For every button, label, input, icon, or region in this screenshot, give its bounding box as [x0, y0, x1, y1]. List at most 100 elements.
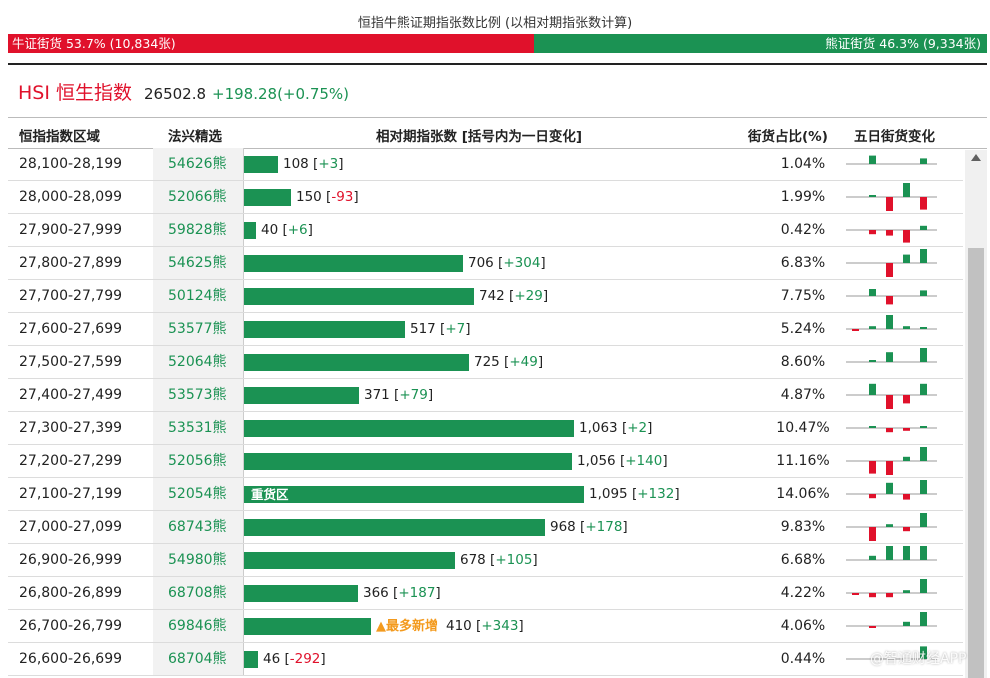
table-row[interactable]: 28,100-28,199 54626熊 108 [+3] 1.04% — [8, 148, 963, 181]
sparkline-bar — [920, 249, 927, 263]
code-cell[interactable]: 68708熊 — [153, 577, 243, 609]
sparkline-bar — [869, 555, 876, 560]
code-cell[interactable]: 68704熊 — [153, 643, 243, 675]
warrant-code-link[interactable]: 52064熊 — [168, 354, 227, 370]
sparkline-bar — [869, 426, 876, 428]
warrant-code-link[interactable]: 69846熊 — [168, 618, 227, 634]
warrant-code-link[interactable]: 53573熊 — [168, 387, 227, 403]
range-cell: 28,100-28,199 — [19, 156, 123, 172]
code-cell[interactable]: 52064熊 — [153, 346, 243, 378]
contracts-cell: 1,063 [+2] — [243, 412, 743, 444]
table-row[interactable]: 27,700-27,799 50124熊 742 [+29] 7.75% — [8, 280, 963, 313]
warrant-code-link[interactable]: 53531熊 — [168, 420, 227, 436]
table-row[interactable]: 26,800-26,899 68708熊 366 [+187] 4.22% — [8, 577, 963, 610]
five-day-sparkline — [844, 280, 939, 312]
code-cell[interactable]: 53573熊 — [153, 379, 243, 411]
contracts-cell: 150 [-93] — [243, 181, 743, 213]
contracts-bar — [244, 651, 258, 668]
scroll-thumb[interactable] — [968, 248, 984, 678]
sparkline-bar — [869, 195, 876, 197]
sparkline-bar — [886, 315, 893, 329]
code-cell[interactable]: 52054熊 — [153, 478, 243, 510]
section-divider — [8, 63, 987, 65]
sparkline-bar — [920, 158, 927, 164]
contracts-value: 1,056 [+140] — [577, 453, 668, 469]
warrant-code-link[interactable]: 54980熊 — [168, 552, 227, 568]
header-contracts: 相对期指张数 [括号内为一日变化] — [376, 129, 583, 145]
code-cell[interactable]: 52056熊 — [153, 445, 243, 477]
sparkline-bar — [903, 621, 910, 626]
contracts-bar — [244, 552, 455, 569]
warrant-code-link[interactable]: 68708熊 — [168, 585, 227, 601]
table-row[interactable]: 28,000-28,099 52066熊 150 [-93] 1.99% — [8, 181, 963, 214]
daily-change: +140 — [625, 453, 663, 469]
sparkline-bar — [886, 296, 893, 305]
contracts-bar — [244, 321, 405, 338]
vertical-scrollbar[interactable] — [965, 150, 987, 678]
sparkline-bar — [920, 197, 927, 210]
warrant-code-link[interactable]: 52066熊 — [168, 189, 227, 205]
contracts-value: 108 [+3] — [283, 156, 344, 172]
contracts-bar — [244, 453, 572, 470]
heavy-zone-tag: 重货区 — [251, 487, 289, 502]
code-cell[interactable]: 53531熊 — [153, 412, 243, 444]
sparkline-bar — [903, 395, 910, 404]
code-cell[interactable]: 69846熊 — [153, 610, 243, 642]
warrant-code-link[interactable]: 68743熊 — [168, 519, 227, 535]
warrant-code-link[interactable]: 54626熊 — [168, 156, 227, 172]
index-name: HSI 恒生指数 — [18, 82, 132, 104]
table-row[interactable]: 27,300-27,399 53531熊 1,063 [+2] 10.47% — [8, 412, 963, 445]
share-cell: 14.06% — [776, 486, 830, 502]
daily-change: -292 — [289, 651, 321, 667]
table-row[interactable]: 27,800-27,899 54625熊 706 [+304] 6.83% — [8, 247, 963, 280]
sparkline-bar — [869, 326, 876, 329]
contracts-cell: 366 [+187] — [243, 577, 743, 609]
share-cell: 0.44% — [780, 651, 826, 667]
code-cell[interactable]: 54980熊 — [153, 544, 243, 576]
sparkline-bar — [920, 646, 927, 659]
contracts-bar — [244, 189, 291, 206]
sparkline-bar — [903, 456, 910, 461]
warrant-code-link[interactable]: 53577熊 — [168, 321, 227, 337]
table-row[interactable]: 27,500-27,599 52064熊 725 [+49] 8.60% — [8, 346, 963, 379]
index-change: +198.28(+0.75%) — [212, 85, 350, 103]
warrant-code-link[interactable]: 52056熊 — [168, 453, 227, 469]
five-day-sparkline — [844, 643, 939, 675]
table-row[interactable]: 27,600-27,699 53577熊 517 [+7] 5.24% — [8, 313, 963, 346]
warrant-code-link[interactable]: 59828熊 — [168, 222, 227, 238]
share-cell: 10.47% — [776, 420, 830, 436]
warrant-code-link[interactable]: 50124熊 — [168, 288, 227, 304]
code-cell[interactable]: 52066熊 — [153, 181, 243, 213]
sparkline-bar — [920, 447, 927, 461]
table-row[interactable]: 27,000-27,099 68743熊 968 [+178] 9.83% — [8, 511, 963, 544]
five-day-sparkline — [844, 313, 939, 345]
table-row[interactable]: 27,900-27,999 59828熊 40 [+6] 0.42% — [8, 214, 963, 247]
sparkline-bar — [886, 230, 893, 236]
five-day-sparkline — [844, 247, 939, 279]
table-row[interactable]: 27,200-27,299 52056熊 1,056 [+140] 11.16% — [8, 445, 963, 478]
scroll-up-arrow-icon[interactable] — [971, 154, 981, 161]
index-summary: HSI 恒生指数 26502.8 +198.28(+0.75%) — [18, 78, 349, 105]
code-cell[interactable]: 68743熊 — [153, 511, 243, 543]
sparkline-bar — [869, 360, 876, 362]
sparkline-bar — [869, 230, 876, 235]
warrant-code-link[interactable]: 54625熊 — [168, 255, 227, 271]
code-cell[interactable]: 50124熊 — [153, 280, 243, 312]
table-row[interactable]: 27,100-27,199 52054熊 重货区 1,095 [+132] 14.06% — [8, 478, 963, 511]
table-row[interactable]: 26,700-26,799 69846熊 ▲最多新增 410 [+343] 4.06% — [8, 610, 963, 643]
warrant-code-link[interactable]: 68704熊 — [168, 651, 227, 667]
sparkline-bar — [903, 494, 910, 500]
table-row[interactable]: 26,900-26,999 54980熊 678 [+105] 6.68% — [8, 544, 963, 577]
table-row[interactable]: 26,600-26,699 68704熊 46 [-292] 0.44% — [8, 643, 963, 676]
code-cell[interactable]: 54626熊 — [153, 148, 243, 180]
sparkline-bar — [886, 197, 893, 211]
five-day-sparkline — [844, 379, 939, 411]
contracts-value: 678 [+105] — [460, 552, 538, 568]
code-cell[interactable]: 59828熊 — [153, 214, 243, 246]
code-cell[interactable]: 53577熊 — [153, 313, 243, 345]
table-row[interactable]: 27,400-27,499 53573熊 371 [+79] 4.87% — [8, 379, 963, 412]
code-cell[interactable]: 54625熊 — [153, 247, 243, 279]
sparkline-bar — [869, 494, 876, 499]
five-day-sparkline — [844, 478, 939, 510]
warrant-code-link[interactable]: 52054熊 — [168, 486, 227, 502]
